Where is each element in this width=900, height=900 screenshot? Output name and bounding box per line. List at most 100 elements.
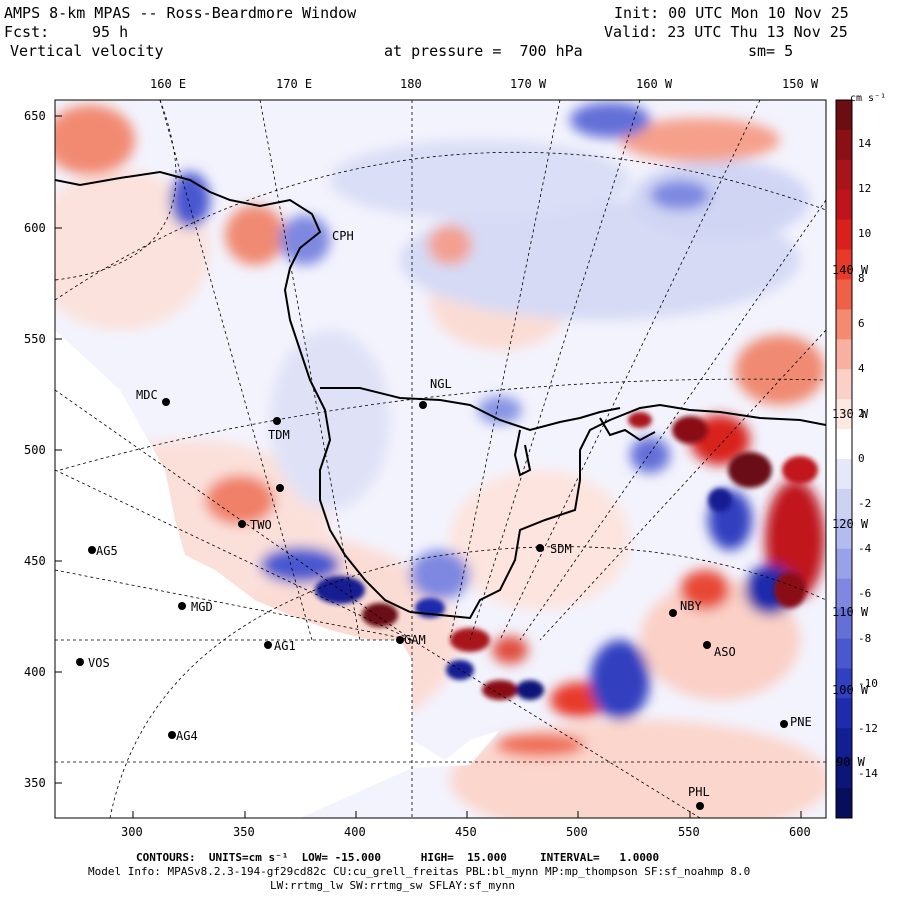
colorbar-segment (836, 100, 852, 131)
graticule (55, 100, 826, 818)
coastline (55, 170, 826, 620)
station-label-phl: PHL (688, 785, 710, 799)
lon-label-140w: 140 W (832, 263, 869, 277)
y-tick-400: 400 (24, 665, 46, 679)
x-tick-500: 500 (566, 825, 588, 839)
station-label-two: TWO (250, 518, 272, 532)
colorbar-segment (836, 548, 852, 580)
colorbar-label: -2 (858, 497, 872, 510)
y-tick-650: 650 (24, 109, 46, 123)
coastal-band (315, 412, 818, 700)
station-dot-mdc (162, 398, 170, 406)
station-label-mdc: MDC (136, 388, 158, 402)
map-frame (54, 99, 827, 819)
colorbar-segment (836, 279, 852, 310)
physics-info: LW:rrtmg_lw SW:rrtmg_sw SFLAY:sf_mynn (270, 879, 516, 892)
station-dot-phl (696, 802, 704, 810)
model-info: Model Info: MPASv8.2.3-194-gf29cd82c CU:… (88, 865, 751, 878)
lon-label-130w: 130 W (832, 407, 869, 421)
valid-time: Valid: 23 UTC Thu 13 Nov 25 (604, 23, 848, 41)
x-tick-550: 550 (678, 825, 700, 839)
colorbar-segment (836, 668, 852, 699)
station-dot-pne (780, 720, 788, 728)
colorbar-segment (836, 129, 852, 161)
lon-label-170e: 170 E (276, 77, 313, 91)
masked-terrain (55, 330, 500, 818)
colorbar-segment (836, 459, 852, 490)
y-tick-550: 550 (24, 332, 46, 346)
station-dot-mgd (178, 602, 186, 610)
station-label-pne: PNE (790, 715, 812, 729)
x-tick-450: 450 (455, 825, 477, 839)
colorbar-segment (836, 788, 852, 819)
contour-info: CONTOURS: UNITS=cm s⁻¹ LOW= -15.000 HIGH… (136, 851, 660, 864)
station-label-ag5: AG5 (96, 544, 118, 558)
forecast-hour: 95 h (92, 23, 129, 41)
y-tick-500: 500 (24, 443, 46, 457)
colorbar-label: -6 (858, 587, 872, 600)
lon-label-160w: 160 W (636, 77, 673, 91)
colorbar-segment (836, 249, 852, 280)
station-label-ag4: AG4 (176, 729, 198, 743)
colorbar-label: -4 (858, 542, 872, 555)
colorbar-segment (836, 159, 852, 191)
lon-label-90w: 90 W (836, 755, 865, 769)
smoothing: sm= 5 (748, 42, 794, 60)
colorbar-segment (836, 698, 852, 729)
y-tick-600: 600 (24, 221, 46, 235)
station-label-mgd: MGD (191, 600, 213, 614)
colorbar-frame (835, 99, 853, 819)
colorbar-segment (836, 429, 852, 460)
station-dot-ag4 (168, 731, 176, 739)
x-tick-400: 400 (344, 825, 366, 839)
colorbar-label: 0 (858, 452, 865, 465)
colorbar-segment (836, 189, 852, 221)
station-label-cph: CPH (332, 229, 354, 243)
lon-label-100w: 100 W (832, 683, 869, 697)
station-label-aso: ASO (714, 645, 736, 659)
map-area (55, 100, 826, 818)
colorbar-segment (836, 608, 852, 639)
station-dot-vos (76, 658, 84, 666)
colorbar-units: cm s⁻¹ (850, 93, 887, 104)
colorbar-label: -12 (858, 722, 878, 735)
colorbar-segment (836, 488, 852, 520)
station-dot-ag1 (264, 641, 272, 649)
station-dot-sdm (536, 544, 544, 552)
colorbar (836, 100, 852, 819)
colorbar-segment (836, 339, 852, 370)
x-axis-ticks (55, 115, 802, 818)
colorbar-segment (836, 369, 852, 400)
lon-label-150w: 150 W (782, 77, 819, 91)
y-tick-350: 350 (24, 776, 46, 790)
x-tick-600: 600 (789, 825, 811, 839)
station-label-gam: GAM (404, 633, 426, 647)
colorbar-segment (836, 399, 852, 430)
station-dot-ngl (419, 401, 427, 409)
forecast-label: Fcst: (4, 23, 50, 41)
station-markers (76, 398, 788, 810)
colorbar-label: -10 (858, 677, 878, 690)
station-label-nby: NBY (680, 599, 702, 613)
colorbar-label: -8 (858, 632, 872, 645)
station-label-vos: VOS (88, 656, 110, 670)
colorbar-label: 10 (858, 227, 872, 240)
lon-label-160e: 160 E (150, 77, 187, 91)
lon-label-180: 180 (400, 77, 422, 91)
colorbar-label: 14 (858, 137, 872, 150)
station-dot-gam (396, 636, 404, 644)
station-label-sdm: SDM (550, 542, 572, 556)
x-tick-300: 300 (121, 825, 143, 839)
station-label-ag1: AG1 (274, 639, 296, 653)
station-dot-aso (703, 641, 711, 649)
map-title: AMPS 8-km MPAS -- Ross-Beardmore Window (4, 4, 357, 22)
y-tick-450: 450 (24, 554, 46, 568)
x-tick-350: 350 (233, 825, 255, 839)
colorbar-label: 8 (858, 272, 865, 285)
colorbar-segment (836, 728, 852, 759)
init-time: Init: 00 UTC Mon 10 Nov 25 (614, 4, 849, 22)
colorbar-segment (836, 638, 852, 669)
station-dot-nby (669, 609, 677, 617)
colorbar-segment (836, 219, 852, 251)
